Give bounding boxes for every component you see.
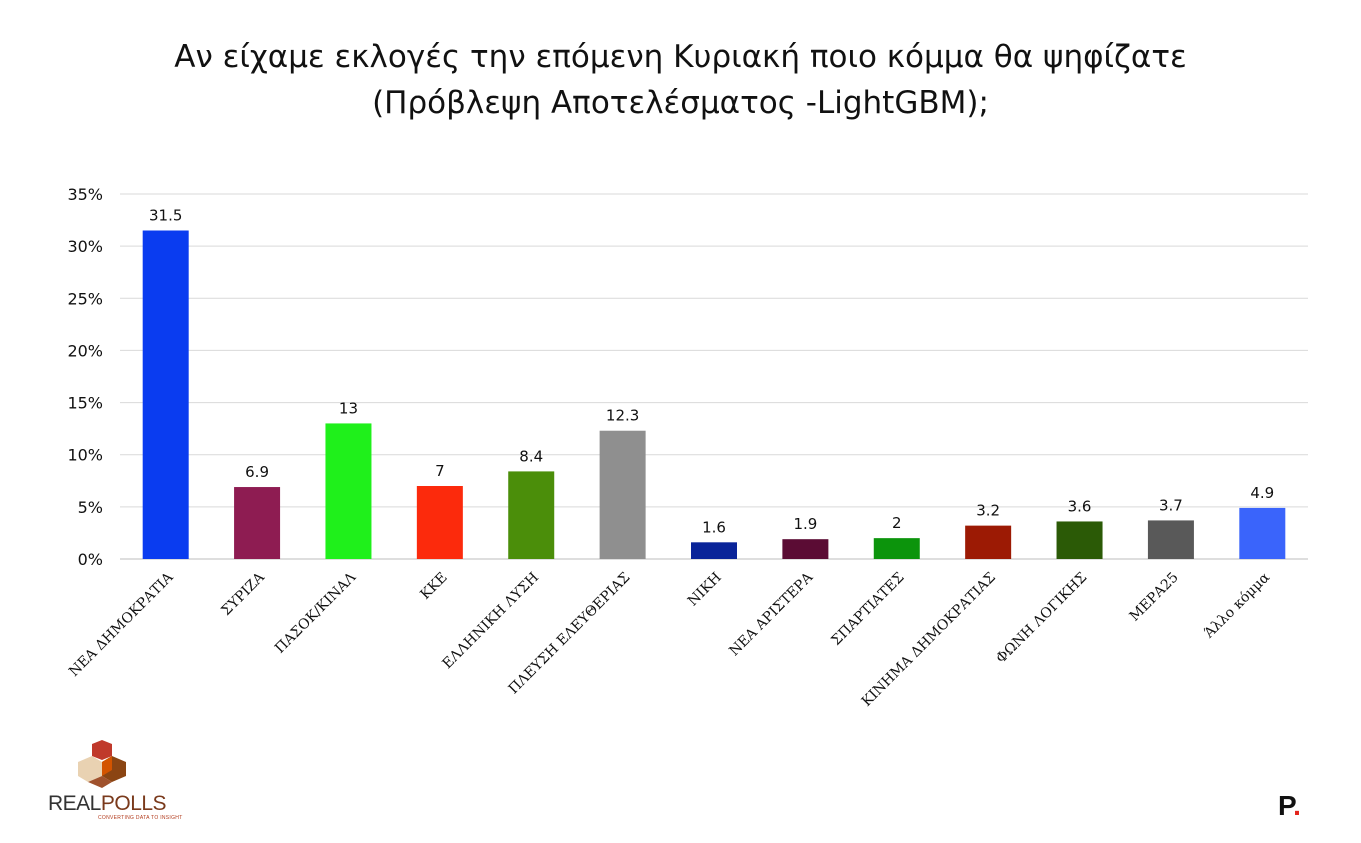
y-tick-label: 10% <box>67 446 103 465</box>
y-tick-label: 25% <box>67 289 103 308</box>
bar <box>691 542 737 559</box>
data-label: 6.9 <box>245 463 269 481</box>
bar <box>325 423 372 559</box>
y-tick-label: 20% <box>67 341 103 360</box>
bar <box>965 525 1012 559</box>
realpolls-cube-icon <box>78 740 126 788</box>
x-tick-label: ΦΩΝΗ ΛΟΓΙΚΗΣ <box>993 570 1090 667</box>
y-tick-label: 5% <box>78 498 103 517</box>
data-label: 12.3 <box>606 407 639 425</box>
realpolls-wordmark: REALPOLLS <box>48 792 167 816</box>
data-label: 13 <box>339 399 358 417</box>
y-tick-label: 30% <box>67 237 103 256</box>
y-tick-label: 35% <box>67 185 103 204</box>
bar <box>782 539 829 559</box>
x-tick-label: ΝΕΑ ΔΗΜΟΚΡΑΤΙΑ <box>66 569 177 680</box>
bar <box>508 471 555 559</box>
bar <box>1147 520 1194 559</box>
data-label: 8.4 <box>519 447 543 465</box>
y-tick-label: 15% <box>67 394 103 413</box>
x-tick-label: ΚΚΕ <box>417 570 450 603</box>
realpolls-logo: REALPOLLS CONVERTING DATA TO INSIGHT <box>48 740 182 825</box>
realpolls-tagline: CONVERTING DATA TO INSIGHT <box>98 815 183 821</box>
p-logo-dot: . <box>1293 790 1301 821</box>
bars <box>142 230 1286 559</box>
chart-title: Αν είχαμε εκλογές την επόμενη Κυριακή πο… <box>0 34 1361 126</box>
realpolls-word-polls: POLLS <box>100 792 167 815</box>
y-tick-label: 0% <box>78 550 103 569</box>
bar <box>416 486 463 559</box>
x-tick-label: ΝΙΚΗ <box>685 570 725 610</box>
bar <box>1239 507 1286 559</box>
data-label: 1.6 <box>702 518 726 536</box>
x-tick-label: ΜΕΡΑ25 <box>1127 570 1182 625</box>
p-logo-letter: P <box>1278 790 1294 821</box>
realpolls-word-real: REAL <box>48 792 101 815</box>
data-label: 4.9 <box>1250 484 1274 502</box>
bar <box>1056 521 1103 559</box>
data-label: 1.9 <box>793 515 817 533</box>
data-label: 3.7 <box>1159 496 1183 514</box>
gridlines <box>120 193 1308 560</box>
p-logo: P. <box>1278 791 1301 821</box>
bar <box>599 430 646 559</box>
data-label: 3.6 <box>1068 497 1092 515</box>
data-label: 31.5 <box>149 207 182 225</box>
data-labels: 31.5 6.9 13 7 8.4 12.3 1.6 1.9 2 3.2 3.6 3.7 4.9 <box>149 207 1274 537</box>
bar <box>142 230 189 559</box>
y-axis-tick-labels: 0% 5% 10% 15% 20% 25% 30% 35% <box>67 185 103 569</box>
x-tick-label: ΣΠΑΡΤΙΑΤΕΣ <box>828 570 907 649</box>
x-axis-category-labels: ΝΕΑ ΔΗΜΟΚΡΑΤΙΑ ΣΥΡΙΖΑ ΠΑΣΟΚ/ΚΙΝΑΛ ΚΚΕΕΛΛΗΝΙ… <box>66 569 1273 710</box>
bar <box>873 538 920 559</box>
chart-title-line-1: Αν είχαμε εκλογές την επόμενη Κυριακή πο… <box>174 39 1187 75</box>
x-tick-label: Άλλο κόμμα <box>1201 569 1274 642</box>
x-tick-label: ΣΥΡΙΖΑ <box>218 569 268 619</box>
x-tick-label: ΠΑΣΟΚ/ΚΙΝΑΛ <box>272 569 360 657</box>
chart-title-line-2: (Πρόβλεψη Αποτελέσματος -LightGBM); <box>372 85 989 121</box>
x-tick-label: ΝΕΑ ΑΡΙΣΤΕΡΑ <box>726 569 816 659</box>
data-label: 7 <box>435 462 445 480</box>
data-label: 3.2 <box>976 502 1000 520</box>
x-tick-label: ΕΛΛΗΝΙΚΗ ΛΥΣΗ <box>440 570 543 673</box>
data-label: 2 <box>892 514 902 532</box>
bar <box>234 487 281 559</box>
